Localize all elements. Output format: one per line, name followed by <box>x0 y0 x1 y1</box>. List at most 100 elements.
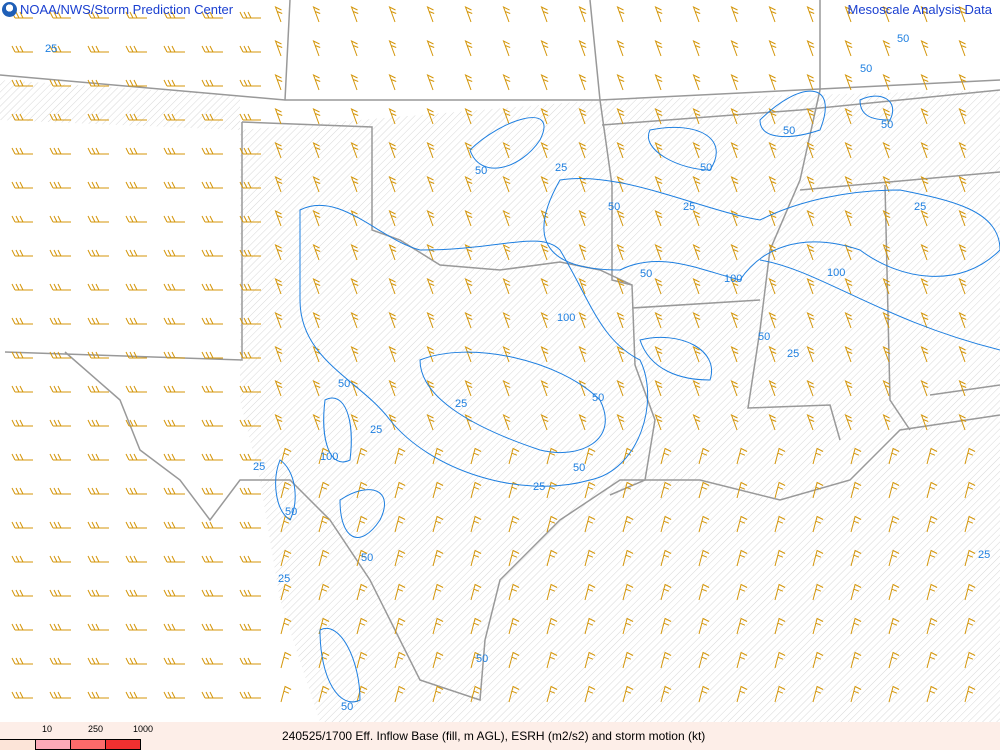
wind-barb <box>312 243 321 261</box>
wind-barb <box>87 283 109 291</box>
wind-barb <box>356 651 368 669</box>
wind-barb <box>201 385 223 393</box>
wind-barb <box>920 175 929 193</box>
wind-barb <box>239 657 261 665</box>
wind-barb <box>578 175 587 193</box>
wind-barb <box>426 73 435 91</box>
wind-barb <box>812 617 824 635</box>
wind-barb <box>470 515 482 533</box>
contour-label: 50 <box>592 392 604 404</box>
wind-barb <box>201 623 223 631</box>
wind-barb <box>350 311 359 329</box>
wind-barb <box>806 311 815 329</box>
wind-barb <box>546 583 558 601</box>
wind-barb <box>508 515 520 533</box>
wind-barb <box>660 617 672 635</box>
wind-barb <box>274 39 283 57</box>
wind-barb <box>394 617 406 635</box>
wind-barb <box>768 379 777 397</box>
wind-barb <box>964 549 976 567</box>
wind-barb <box>692 277 701 295</box>
wind-barb <box>958 209 967 227</box>
wind-barb <box>730 175 739 193</box>
wind-barb <box>426 5 435 23</box>
wind-barb <box>698 447 710 465</box>
wind-barb <box>660 515 672 533</box>
wind-barb <box>87 317 109 325</box>
wind-barb <box>920 345 929 363</box>
wind-barb <box>388 413 397 431</box>
wind-barb <box>920 209 929 227</box>
wind-barb <box>356 515 368 533</box>
wind-barb <box>540 243 549 261</box>
wind-barb <box>540 39 549 57</box>
wind-barb <box>312 379 321 397</box>
legend-swatch <box>35 739 71 750</box>
wind-barb <box>540 5 549 23</box>
wind-barb <box>616 379 625 397</box>
wind-barb <box>11 691 33 699</box>
wind-barb <box>698 685 710 703</box>
wind-barb <box>964 583 976 601</box>
wind-barb <box>806 73 815 91</box>
wind-barb <box>844 311 853 329</box>
wind-barb <box>768 39 777 57</box>
wind-barb <box>388 5 397 23</box>
wind-barb <box>239 691 261 699</box>
wind-barb <box>470 617 482 635</box>
wind-barb <box>125 113 147 121</box>
wind-barb <box>850 583 862 601</box>
wind-barb <box>806 379 815 397</box>
contour-label: 25 <box>978 549 990 561</box>
wind-barb <box>508 549 520 567</box>
wind-barb <box>394 583 406 601</box>
contour-label: 25 <box>370 424 382 436</box>
wind-barb <box>125 351 147 359</box>
wind-barb <box>774 515 786 533</box>
wind-barb <box>163 419 185 427</box>
wind-barb <box>312 311 321 329</box>
wind-barb <box>654 243 663 261</box>
state-borders <box>0 0 1000 702</box>
wind-barb <box>888 583 900 601</box>
wind-barb <box>920 311 929 329</box>
wind-barb <box>239 79 261 87</box>
wind-barb <box>584 617 596 635</box>
wind-barb <box>882 277 891 295</box>
wind-barb <box>388 277 397 295</box>
wind-barb <box>616 5 625 23</box>
wind-barb <box>318 515 330 533</box>
wind-barb <box>318 481 330 499</box>
wind-barb <box>774 685 786 703</box>
wind-barb <box>616 345 625 363</box>
wind-barb <box>274 413 283 431</box>
contour-label: 25 <box>914 201 926 213</box>
wind-barb <box>274 141 283 159</box>
wind-barb <box>920 379 929 397</box>
wind-barb <box>730 311 739 329</box>
wind-barb <box>578 413 587 431</box>
wind-barb <box>622 549 634 567</box>
wind-barb <box>201 45 223 53</box>
wind-barb <box>274 243 283 261</box>
wind-barb <box>774 617 786 635</box>
contour-label: 100 <box>557 312 575 324</box>
wind-barb <box>350 107 359 125</box>
wind-barb <box>312 413 321 431</box>
wind-barb <box>616 277 625 295</box>
wind-barb <box>964 515 976 533</box>
wind-barb <box>736 515 748 533</box>
wind-barb <box>660 447 672 465</box>
wind-barb <box>806 39 815 57</box>
legend-swatch <box>105 739 141 750</box>
wind-barb <box>125 453 147 461</box>
wind-barb <box>274 345 283 363</box>
wind-barb <box>163 351 185 359</box>
wind-barb <box>280 481 292 499</box>
wind-barb <box>239 215 261 223</box>
wind-barb <box>49 691 71 699</box>
wind-barb <box>546 515 558 533</box>
contour-label: 100 <box>724 273 742 285</box>
wind-barb <box>125 385 147 393</box>
contour-label: 50 <box>608 201 620 213</box>
